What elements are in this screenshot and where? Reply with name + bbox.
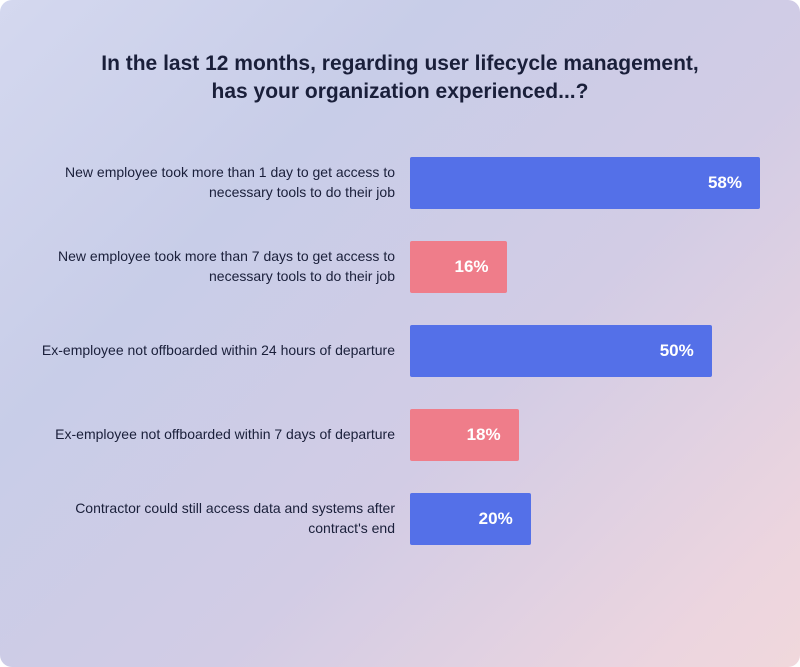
bar-track: 58% (410, 157, 760, 209)
bar: 20% (410, 493, 531, 545)
bar: 18% (410, 409, 519, 461)
bar-row: New employee took more than 1 day to get… (40, 157, 760, 209)
bar-value: 58% (708, 173, 742, 193)
bar-value: 16% (455, 257, 489, 277)
bar-label: Ex-employee not offboarded within 24 hou… (40, 341, 410, 361)
bar-value: 18% (467, 425, 501, 445)
bar-label: New employee took more than 1 day to get… (40, 163, 410, 202)
bar-row: New employee took more than 7 days to ge… (40, 241, 760, 293)
chart-card: In the last 12 months, regarding user li… (0, 0, 800, 667)
bar-row: Ex-employee not offboarded within 24 hou… (40, 325, 760, 377)
bar-row: Contractor could still access data and s… (40, 493, 760, 545)
bar: 58% (410, 157, 760, 209)
chart-title: In the last 12 months, regarding user li… (40, 50, 760, 107)
bar-label: Ex-employee not offboarded within 7 days… (40, 425, 410, 445)
bar-track: 50% (410, 325, 760, 377)
bar-value: 20% (479, 509, 513, 529)
bar: 50% (410, 325, 712, 377)
bar-label: New employee took more than 7 days to ge… (40, 247, 410, 286)
bar-track: 20% (410, 493, 760, 545)
bar-label: Contractor could still access data and s… (40, 499, 410, 538)
bars-container: New employee took more than 1 day to get… (40, 157, 760, 545)
bar-row: Ex-employee not offboarded within 7 days… (40, 409, 760, 461)
bar: 16% (410, 241, 507, 293)
bar-track: 16% (410, 241, 760, 293)
bar-value: 50% (660, 341, 694, 361)
bar-track: 18% (410, 409, 760, 461)
